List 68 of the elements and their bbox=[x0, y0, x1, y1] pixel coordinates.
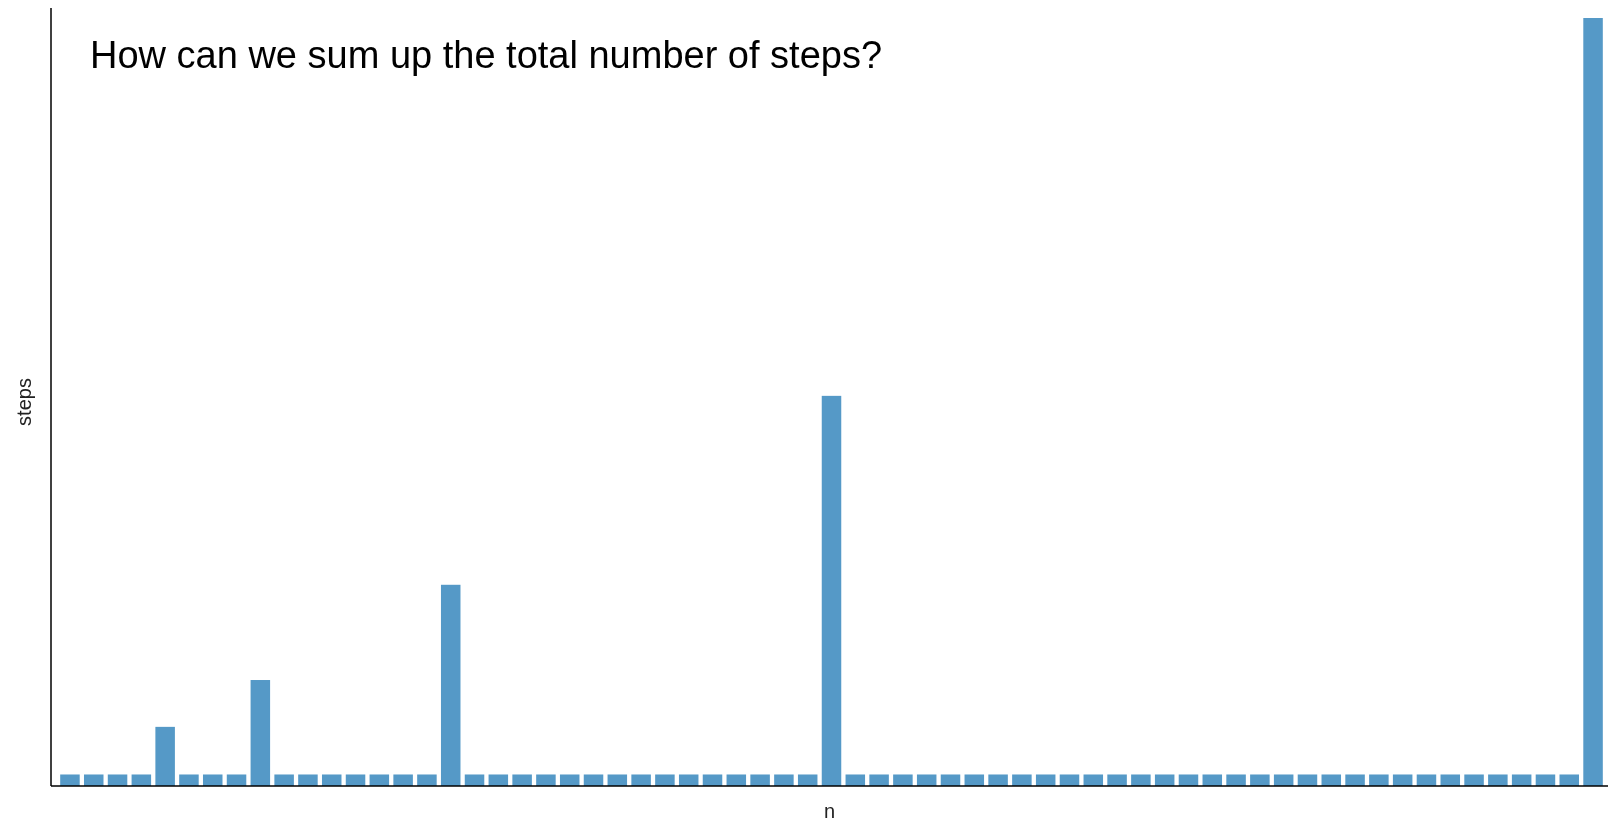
bar bbox=[774, 774, 794, 786]
bar bbox=[1250, 774, 1270, 786]
bar bbox=[893, 774, 913, 786]
x-axis-title: n bbox=[823, 800, 836, 822]
y-axis-title: steps bbox=[13, 378, 35, 426]
bar bbox=[845, 774, 866, 786]
bar bbox=[631, 774, 651, 786]
bar bbox=[583, 774, 604, 786]
bar bbox=[393, 774, 413, 786]
bar bbox=[488, 774, 509, 786]
bar bbox=[417, 774, 437, 786]
bar bbox=[60, 774, 80, 786]
bar bbox=[1464, 774, 1484, 786]
bar bbox=[1583, 18, 1603, 786]
bar bbox=[1059, 774, 1080, 786]
bar bbox=[655, 774, 675, 786]
bar bbox=[1131, 774, 1151, 786]
bar bbox=[274, 774, 294, 786]
bar bbox=[988, 774, 1008, 786]
bar bbox=[1083, 774, 1104, 786]
bar bbox=[821, 395, 842, 786]
bar bbox=[1440, 774, 1461, 786]
bar bbox=[131, 774, 152, 786]
bar bbox=[107, 774, 128, 786]
bar bbox=[202, 774, 223, 786]
bar bbox=[226, 774, 247, 786]
bar bbox=[1202, 774, 1223, 786]
bar bbox=[940, 774, 961, 786]
bar bbox=[797, 774, 818, 786]
bar bbox=[440, 584, 461, 786]
bar bbox=[559, 774, 580, 786]
bar bbox=[1488, 774, 1508, 786]
bar bbox=[1178, 774, 1199, 786]
bar bbox=[1559, 774, 1580, 786]
bar bbox=[250, 680, 271, 786]
bar bbox=[678, 774, 699, 786]
bar bbox=[869, 774, 889, 786]
bar bbox=[155, 726, 175, 786]
bar bbox=[321, 774, 342, 786]
bar bbox=[1107, 774, 1127, 786]
bar bbox=[726, 774, 747, 786]
bar bbox=[702, 774, 723, 786]
bar bbox=[1035, 774, 1056, 786]
bar bbox=[1511, 774, 1532, 786]
bar bbox=[345, 774, 366, 786]
bar bbox=[607, 774, 628, 786]
bar bbox=[1535, 774, 1556, 786]
bar bbox=[298, 774, 318, 786]
bar bbox=[536, 774, 556, 786]
bar bbox=[1273, 774, 1294, 786]
bar bbox=[369, 774, 390, 786]
bar bbox=[512, 774, 532, 786]
bar bbox=[1297, 774, 1318, 786]
bar bbox=[750, 774, 770, 786]
bar bbox=[1154, 774, 1175, 786]
bar bbox=[464, 774, 485, 786]
bar bbox=[1392, 774, 1413, 786]
bar bbox=[1012, 774, 1032, 786]
bar bbox=[1321, 774, 1342, 786]
bar bbox=[1226, 774, 1246, 786]
bar bbox=[916, 774, 937, 786]
bar bbox=[1416, 774, 1437, 786]
bar bbox=[964, 774, 985, 786]
bar bbox=[83, 774, 104, 786]
bar bbox=[1345, 774, 1365, 786]
bar bbox=[179, 774, 199, 786]
chart-title: How can we sum up the total number of steps? bbox=[90, 34, 883, 76]
bar bbox=[1369, 774, 1389, 786]
